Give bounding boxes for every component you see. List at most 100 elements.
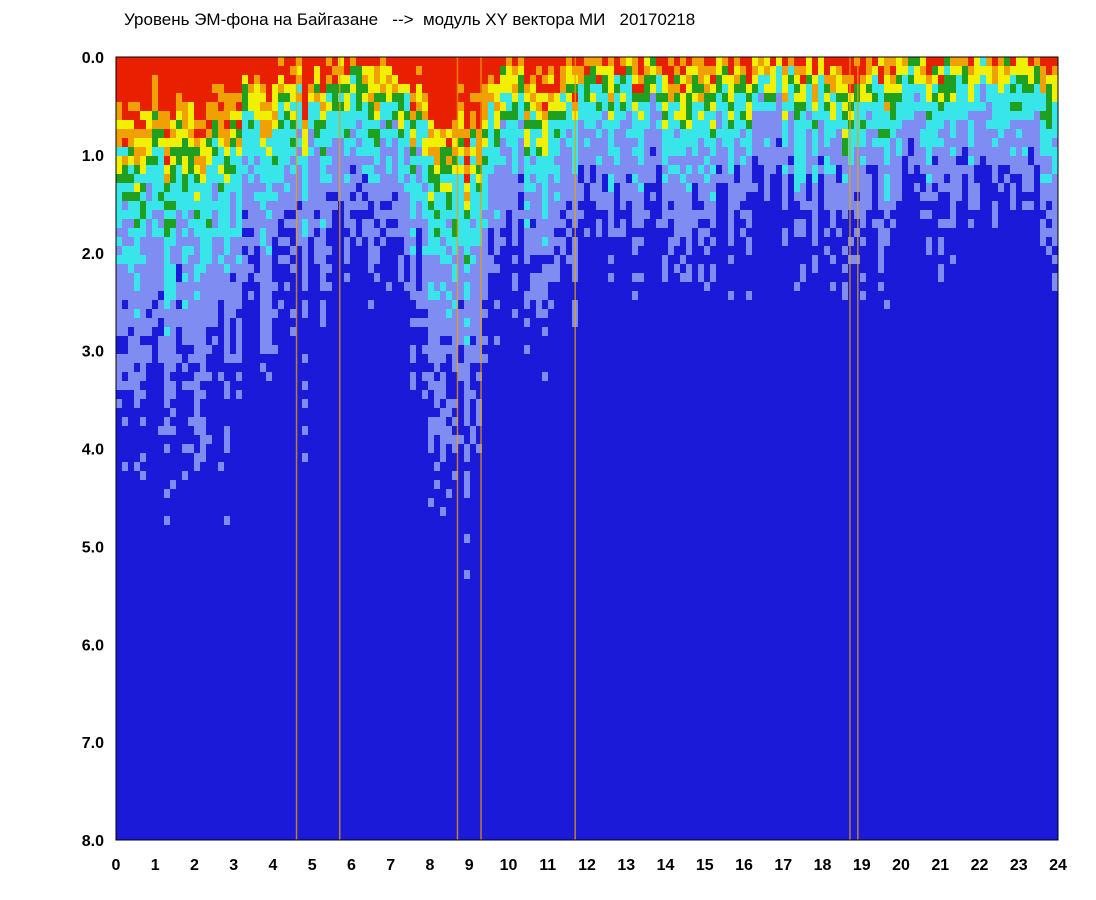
heatmap-cell: [386, 363, 393, 373]
heatmap-cell: [212, 651, 219, 661]
heatmap-cell: [146, 84, 153, 94]
heatmap-cell: [224, 669, 231, 679]
heatmap-cell: [170, 57, 177, 67]
heatmap-cell: [182, 417, 189, 427]
heatmap-cell: [122, 471, 129, 481]
heatmap-cell: [140, 426, 147, 436]
heatmap-cell: [410, 156, 417, 166]
heatmap-cell: [218, 660, 225, 670]
heatmap-cell: [206, 381, 213, 391]
heatmap-cell: [248, 759, 255, 769]
heatmap-cell: [428, 561, 435, 571]
heatmap-cell: [128, 813, 135, 823]
heatmap-cell: [254, 651, 261, 661]
heatmap-cell: [218, 309, 225, 319]
heatmap-cell: [308, 372, 315, 382]
heatmap-cell: [206, 570, 213, 580]
heatmap-cell: [380, 624, 387, 634]
heatmap-cell: [404, 768, 411, 778]
heatmap-cell: [128, 363, 135, 373]
heatmap-cell: [182, 687, 189, 697]
heatmap-cell: [362, 147, 369, 157]
heatmap-cell: [368, 183, 375, 193]
heatmap-cell: [314, 381, 321, 391]
heatmap-cell: [230, 687, 237, 697]
heatmap-cell: [248, 291, 255, 301]
heatmap-cell: [356, 471, 363, 481]
heatmap-cell: [116, 714, 123, 724]
heatmap-cell: [188, 381, 195, 391]
heatmap-cell: [140, 111, 147, 121]
heatmap-cell: [404, 597, 411, 607]
heatmap-cell: [344, 120, 351, 130]
heatmap-cell: [116, 102, 123, 112]
heatmap-cell: [458, 210, 465, 220]
heatmap-cell: [434, 264, 441, 274]
heatmap-cell: [158, 705, 165, 715]
heatmap-cell: [332, 804, 339, 814]
heatmap-cell: [146, 750, 153, 760]
heatmap-cell: [254, 660, 261, 670]
heatmap-cell: [122, 660, 129, 670]
heatmap-cell: [404, 417, 411, 427]
heatmap-cell: [182, 561, 189, 571]
heatmap-cell: [320, 795, 327, 805]
heatmap-cell: [398, 525, 405, 535]
heatmap-cell: [398, 255, 405, 265]
heatmap-cell: [308, 363, 315, 373]
heatmap-cell: [452, 714, 459, 724]
heatmap-cell: [386, 705, 393, 715]
heatmap-cell: [338, 282, 345, 292]
heatmap-cell: [140, 120, 147, 130]
heatmap-cell: [236, 435, 243, 445]
heatmap-cell: [350, 255, 357, 265]
heatmap-cell: [392, 597, 399, 607]
heatmap-cell: [422, 516, 429, 526]
heatmap-cell: [140, 210, 147, 220]
heatmap-cell: [452, 273, 459, 283]
heatmap-cell: [212, 255, 219, 265]
heatmap-cell: [158, 219, 165, 229]
heatmap-cell: [398, 336, 405, 346]
heatmap-cell: [152, 381, 159, 391]
heatmap-cell: [116, 480, 123, 490]
heatmap-cell: [404, 363, 411, 373]
heatmap-cell: [296, 201, 303, 211]
heatmap-cell: [380, 831, 387, 840]
heatmap-cell: [266, 156, 273, 166]
heatmap-cell: [434, 534, 441, 544]
heatmap-cell: [278, 147, 285, 157]
heatmap-cell: [146, 534, 153, 544]
heatmap-cell: [212, 210, 219, 220]
heatmap-cell: [260, 291, 267, 301]
heatmap-cell: [284, 318, 291, 328]
heatmap-cell: [446, 777, 453, 787]
heatmap-cell: [356, 750, 363, 760]
heatmap-cell: [278, 210, 285, 220]
heatmap-cell: [374, 678, 381, 688]
heatmap-cell: [386, 129, 393, 139]
heatmap-cell: [290, 444, 297, 454]
heatmap-cell: [170, 624, 177, 634]
heatmap-cell: [446, 408, 453, 418]
heatmap-cell: [152, 660, 159, 670]
heatmap-cell: [230, 408, 237, 418]
heatmap-cell: [188, 480, 195, 490]
heatmap-cell: [218, 84, 225, 94]
heatmap-cell: [320, 156, 327, 166]
heatmap-cell: [302, 570, 309, 580]
heatmap-cell: [188, 498, 195, 508]
heatmap-cell: [386, 615, 393, 625]
heatmap-cell: [290, 273, 297, 283]
heatmap-cell: [410, 318, 417, 328]
heatmap-cell: [308, 651, 315, 661]
heatmap-cell: [248, 705, 255, 715]
heatmap-cell: [416, 606, 423, 616]
heatmap-cell: [128, 750, 135, 760]
heatmap-cell: [164, 102, 171, 112]
heatmap-cell: [338, 570, 345, 580]
heatmap-cell: [236, 534, 243, 544]
heatmap-cell: [194, 732, 201, 742]
heatmap-cell: [446, 579, 453, 589]
heatmap-cell: [404, 300, 411, 310]
